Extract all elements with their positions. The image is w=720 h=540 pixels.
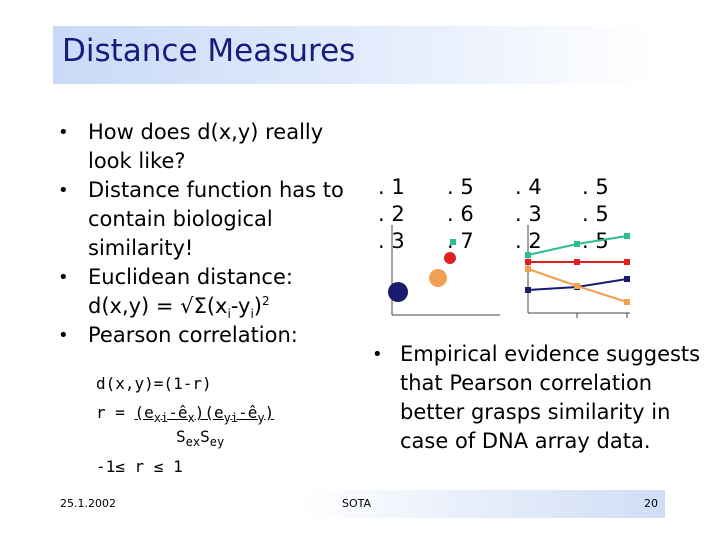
formula-range: -1≤ r ≤ 1 [96,457,183,476]
empirical-bullet-list: Empirical evidence suggests that Pearson… [372,340,702,456]
profile-red-p1 [525,259,531,265]
bullet-pearson: Pearson correlation: [58,321,358,350]
comparison-diagram [388,225,630,318]
slide-title: Distance Measures [62,33,356,69]
profile-green-p3 [624,233,630,239]
euclidean-label: Euclidean distance: [88,265,293,289]
profile-green-p2 [574,241,580,247]
footer-bar [50,490,665,518]
profile-orange-p1 [525,266,531,272]
bullet-question: How does d(x,y) really look like? [58,118,358,176]
profile-navy-p3 [624,276,630,282]
page-number: 20 [644,497,658,510]
bullet-empirical: Empirical evidence suggests that Pearson… [372,340,702,456]
title-band [53,26,658,84]
scatter-point-orange [429,269,447,287]
vector-column-1: . 1. 2. 3 [378,175,405,253]
formula-r: r = (exi-êx)(eyi-êy) [96,403,275,426]
footer-date: 25.1.2002 [60,497,116,510]
euclidean-formula: d(x,y) = √Σ(xi-yi)2 [88,294,270,322]
profile-red-p2 [574,259,580,265]
vector-column-3: . 4. 3. 2 [515,175,542,253]
profile-red-p3 [624,259,630,265]
bullet-biological: Distance function has to contain biologi… [58,176,358,263]
formula-distance: d(x,y)=(1-r) [96,374,212,393]
scatter-point-navy [388,282,408,302]
vector-column-4: . 5. 5. 5 [582,175,609,253]
scatter-point-red [444,252,456,264]
bullet-list: How does d(x,y) really look like? Distan… [58,118,358,350]
profile-green-p1 [525,252,531,258]
formula-denominator: SexSey [176,427,225,450]
profile-navy-p1 [525,287,531,293]
bullet-euclidean: Euclidean distance: d(x,y) = √Σ(xi-yi)2 [58,263,358,321]
footer-title: SOTA [342,497,372,510]
profile-orange-p3 [624,299,630,305]
scatter-point-green [450,239,456,245]
profile-orange-p2 [574,283,580,289]
